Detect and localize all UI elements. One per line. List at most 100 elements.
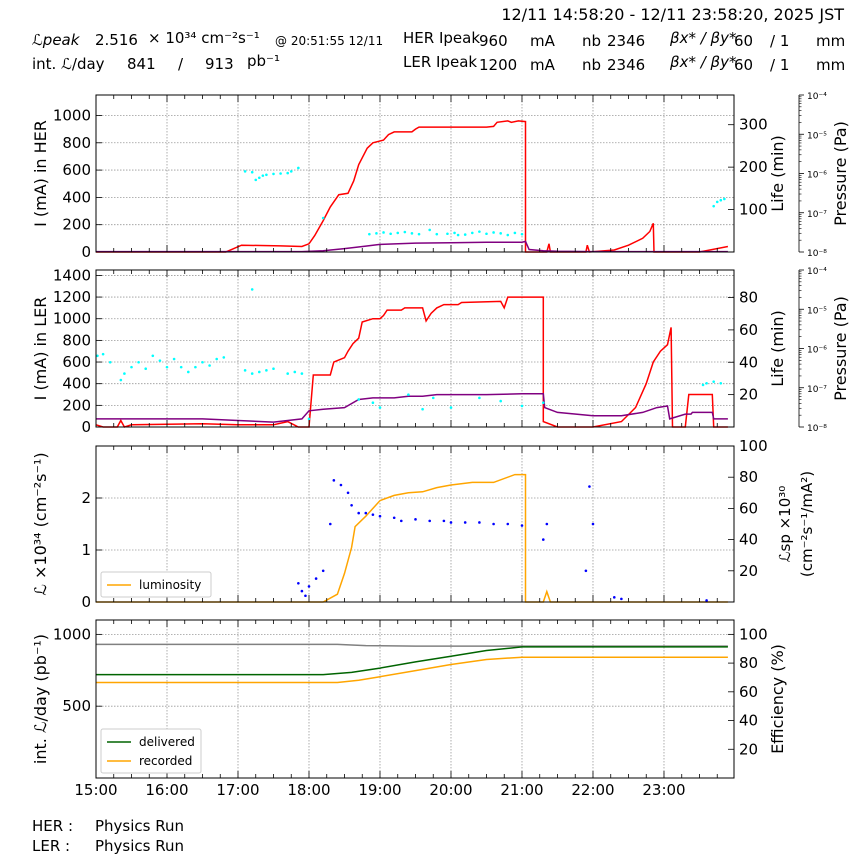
- data-point-specific: [307, 585, 311, 588]
- y2-tick-label: 40: [739, 531, 758, 549]
- data-point-pressure: [513, 231, 517, 235]
- data-point-pressure: [272, 367, 275, 371]
- pressure-tick-label: 10⁻⁵: [807, 131, 827, 141]
- data-point-specific: [442, 519, 446, 523]
- data-point-pressure: [172, 357, 176, 361]
- data-point-pressure: [403, 230, 407, 234]
- y-axis-label: ℒ ×10³⁴ (cm⁻²s⁻¹): [31, 452, 50, 595]
- data-point-specific: [371, 513, 375, 516]
- time-range: 12/11 14:58:20 - 12/11 23:58:20, 2025 JS…: [501, 5, 844, 24]
- data-point-pressure: [431, 396, 435, 400]
- data-point-pressure: [463, 233, 467, 236]
- data-point-pressure: [712, 380, 715, 383]
- data-point-specific: [705, 599, 708, 602]
- x-tick-label: 20:00: [429, 781, 472, 799]
- data-point-pressure: [179, 365, 183, 369]
- data-point-pressure: [449, 406, 453, 409]
- y2-tick-label: 60: [739, 499, 758, 517]
- y-tick-label: 1200: [53, 288, 91, 306]
- ler-status: Physics Run: [95, 837, 185, 855]
- data-point-pressure: [194, 365, 197, 369]
- ler-ipeak-value: 1200: [479, 56, 518, 74]
- data-point-pressure: [428, 228, 431, 232]
- y2-tick-label: 20: [739, 386, 758, 404]
- data-point-pressure: [165, 365, 169, 369]
- y2-tick-label: 60: [739, 683, 758, 701]
- y-tick-label: 1000: [53, 106, 91, 124]
- y-tick-label: 0: [81, 243, 91, 261]
- data-point-pressure: [705, 381, 708, 385]
- data-point-pressure: [506, 233, 510, 237]
- data-point-specific: [321, 569, 325, 573]
- pressure-tick-label: 10⁻⁸: [807, 249, 827, 259]
- y2-axis-label-units: (cm⁻²s⁻¹/mA²): [798, 471, 816, 577]
- her-beta-x: 60: [734, 32, 754, 50]
- data-point-pressure: [478, 396, 481, 400]
- her-status: Physics Run: [95, 817, 185, 835]
- her-beta-label: βx* / βy*: [670, 29, 737, 47]
- ler-nb-value: 2346: [607, 56, 646, 74]
- her-ipeak-unit: mA: [530, 32, 555, 50]
- y2-tick-label: 40: [739, 712, 758, 730]
- data-point-pressure: [254, 178, 258, 182]
- pressure-tick-label: 10⁻⁷: [807, 385, 827, 395]
- data-point-pressure: [286, 171, 289, 175]
- data-point-specific: [620, 597, 623, 601]
- ler-status-label: LER :: [32, 837, 71, 855]
- data-point-specific: [506, 522, 510, 526]
- data-point-pressure: [417, 232, 421, 236]
- data-point-pressure: [368, 232, 371, 236]
- y2-axis-label: Efficiency (%): [768, 644, 787, 754]
- data-point-specific: [357, 511, 360, 515]
- lpeak-value: 2.516: [95, 31, 138, 49]
- data-point-pressure: [520, 404, 524, 408]
- pressure-tick-label: 10⁻⁴: [807, 267, 827, 277]
- data-point-pressure: [243, 170, 247, 173]
- data-point-pressure: [307, 417, 311, 421]
- data-point-pressure: [108, 360, 112, 364]
- her-beta-unit: mm: [816, 32, 846, 50]
- data-point-pressure: [435, 232, 439, 236]
- x-tick-label: 23:00: [642, 781, 685, 799]
- legend-entry: recorded: [139, 754, 192, 768]
- data-point-pressure: [378, 406, 382, 409]
- data-point-pressure: [250, 288, 254, 291]
- data-point-pressure: [144, 367, 147, 371]
- her-ipeak-value: 960: [479, 32, 508, 50]
- pressure-tick-label: 10⁻⁶: [807, 346, 827, 356]
- data-point-pressure: [446, 232, 449, 236]
- data-point-specific: [478, 521, 481, 524]
- data-point-specific: [541, 538, 545, 541]
- data-point-specific: [378, 514, 382, 518]
- lpeak-unit: × 10³⁴ cm⁻²s⁻¹: [148, 29, 260, 47]
- data-point-pressure: [297, 166, 300, 170]
- data-point-pressure: [96, 354, 99, 358]
- ler-beta-x: 60: [734, 56, 754, 74]
- data-point-pressure: [265, 369, 268, 372]
- data-point-pressure: [300, 372, 304, 375]
- data-point-specific: [328, 522, 332, 526]
- data-point-specific: [463, 521, 467, 524]
- y-axis-label: I (mA) in LER: [31, 297, 50, 401]
- y-tick-label: 1000: [53, 310, 91, 328]
- data-point-pressure: [357, 398, 360, 401]
- data-point-pressure: [719, 198, 723, 202]
- intl-label: int. ℒ/day: [32, 55, 105, 73]
- y2-axis-label: Life (min): [768, 135, 787, 212]
- data-point-pressure: [250, 170, 254, 174]
- data-point-specific: [346, 491, 350, 495]
- pressure-tick-label: 10⁻⁸: [807, 424, 827, 434]
- her-ipeak-label: HER Ipeak: [403, 29, 480, 47]
- data-point-pressure: [293, 370, 297, 374]
- data-point-specific: [350, 503, 353, 507]
- data-point-pressure: [470, 231, 474, 235]
- data-point-pressure: [186, 370, 190, 374]
- y2-tick-label: 20: [739, 740, 758, 758]
- intl-unit: pb⁻¹: [247, 52, 280, 70]
- data-point-pressure: [382, 231, 385, 234]
- data-point-pressure: [492, 231, 495, 234]
- legend-entry: delivered: [139, 735, 195, 749]
- data-point-specific: [545, 522, 549, 526]
- pressure-axis-label: Pressure (Pa): [831, 296, 850, 401]
